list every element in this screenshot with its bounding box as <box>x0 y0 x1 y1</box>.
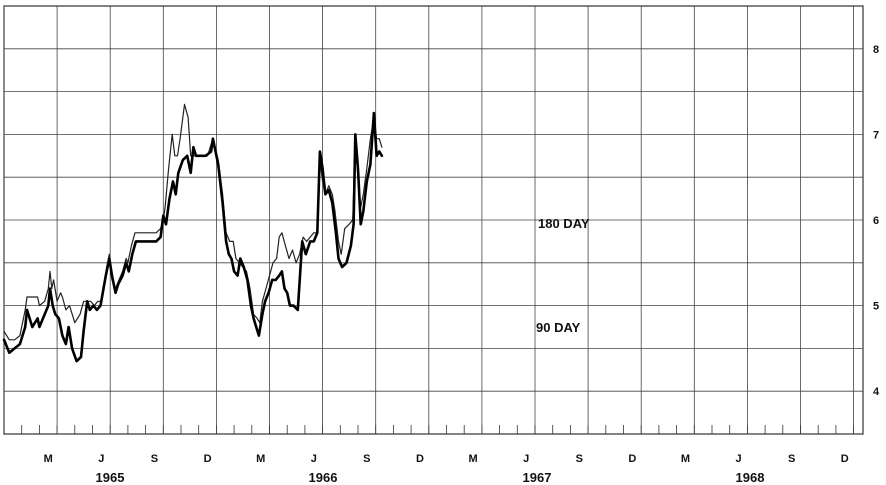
y-tick-label: 5 <box>873 301 879 313</box>
year-label: 1966 <box>309 470 338 485</box>
month-label: S <box>576 453 583 465</box>
series-lines <box>2 103 384 363</box>
axis-labels: M J S D M J S D M J S D M J S D 1965 1966 1967 1968 4 5 6 7 8 <box>44 44 880 485</box>
series-label-180-day: 180 DAY <box>538 216 590 231</box>
y-tick-label: 8 <box>873 44 879 56</box>
year-label: 1967 <box>523 470 552 485</box>
year-label: 1965 <box>96 470 125 485</box>
series-line-180-day <box>3 103 383 341</box>
month-label: J <box>735 453 741 465</box>
chart-grid <box>3 5 864 435</box>
month-label: M <box>468 453 477 465</box>
month-label: D <box>416 453 424 465</box>
month-label: J <box>523 453 529 465</box>
year-label: 1968 <box>736 470 765 485</box>
month-label: D <box>204 453 212 465</box>
y-tick-label: 4 <box>873 386 880 398</box>
month-label: M <box>256 453 265 465</box>
y-tick-label: 6 <box>873 215 879 227</box>
month-label: M <box>44 453 53 465</box>
x-axis-ticks <box>3 425 854 434</box>
series-label-90-day: 90 DAY <box>536 320 581 335</box>
y-tick-label: 7 <box>873 129 879 141</box>
month-label: M <box>681 453 690 465</box>
month-label: D <box>841 453 849 465</box>
month-label: S <box>363 453 370 465</box>
month-label: J <box>98 453 104 465</box>
month-label: S <box>788 453 795 465</box>
month-label: D <box>628 453 636 465</box>
month-label: J <box>311 453 317 465</box>
series-line-90-day <box>2 111 384 363</box>
month-label: S <box>151 453 158 465</box>
